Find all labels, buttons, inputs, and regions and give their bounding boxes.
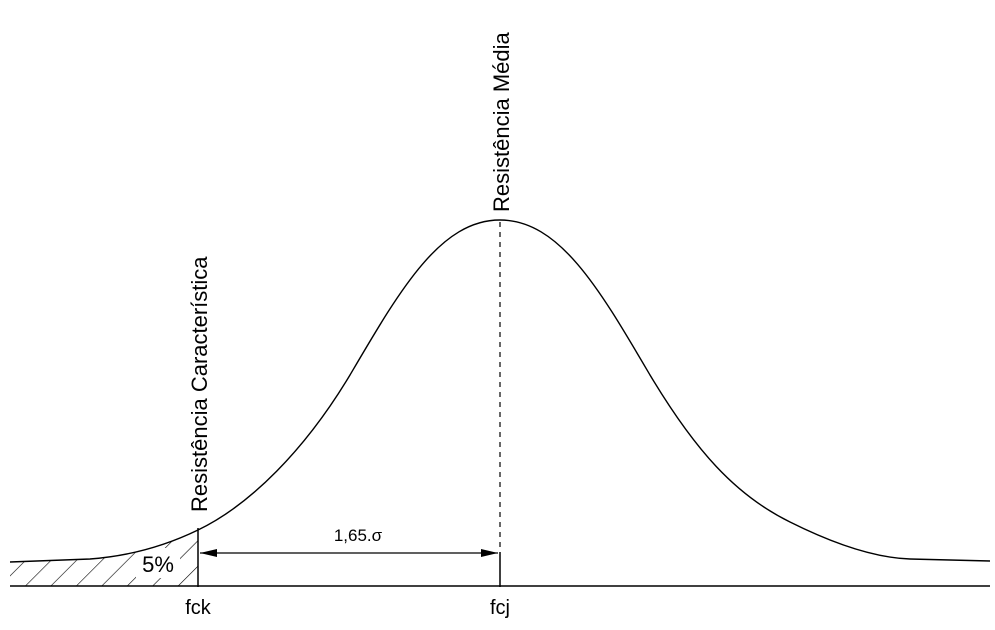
fck-label: fck [185, 597, 212, 619]
bell-curve [9, 219, 991, 563]
characteristic-strength-label: Resistência Característica [187, 256, 212, 512]
distance-label: 1,65.σ [334, 526, 383, 545]
mean-strength-label: Resistência Média [489, 31, 514, 212]
fcj-label: fcj [490, 597, 510, 619]
tail-percent-label: 5% [142, 552, 174, 577]
